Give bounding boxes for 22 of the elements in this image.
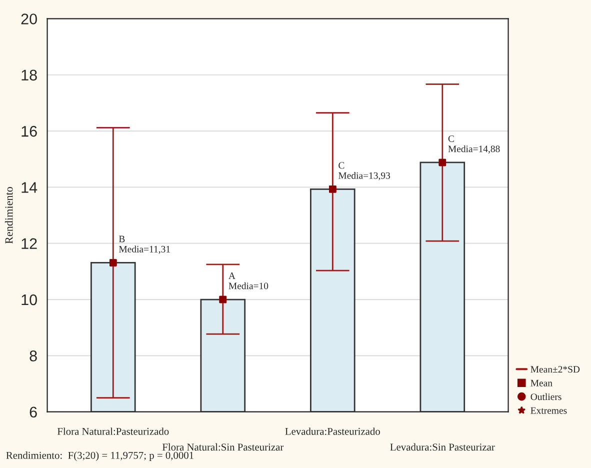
annotation: C Media=13,93 bbox=[338, 162, 390, 180]
y-tick-label: 14 bbox=[22, 182, 38, 193]
annotation: A Media=10 bbox=[228, 272, 268, 290]
legend-label: Mean±2*SD bbox=[530, 366, 580, 373]
legend-label: Mean bbox=[530, 380, 552, 386]
x-tick-label: Flora Natural:Pasteurizado bbox=[57, 428, 169, 435]
y-tick-label: 10 bbox=[22, 294, 37, 306]
legend-label: Extremes bbox=[530, 407, 567, 414]
y-tick-label: 8 bbox=[30, 350, 37, 362]
y-tick-label: 12 bbox=[22, 238, 37, 249]
legend-label: Outliers bbox=[530, 393, 562, 400]
annotation: C Media=14,88 bbox=[448, 135, 500, 154]
x-tick-label: Levadura:Sin Pasteurizar bbox=[390, 443, 495, 451]
x-tick-label: Flora Natural:Sin Pasteurizar bbox=[162, 443, 284, 451]
y-tick-label: 16 bbox=[22, 126, 37, 137]
x-tick-label: Levadura:Pasteurizado bbox=[285, 428, 380, 435]
y-tick-label: 20 bbox=[21, 14, 37, 24]
annotation: B Media=11,31 bbox=[118, 236, 170, 254]
y-axis-title: Rendimiento bbox=[4, 187, 13, 244]
y-tick-label: 6 bbox=[30, 406, 37, 418]
text: Rendimiento: F(3;20) = 11,9757; p = 0,0001 bbox=[6, 452, 194, 461]
y-tick-label: 18 bbox=[22, 70, 37, 81]
